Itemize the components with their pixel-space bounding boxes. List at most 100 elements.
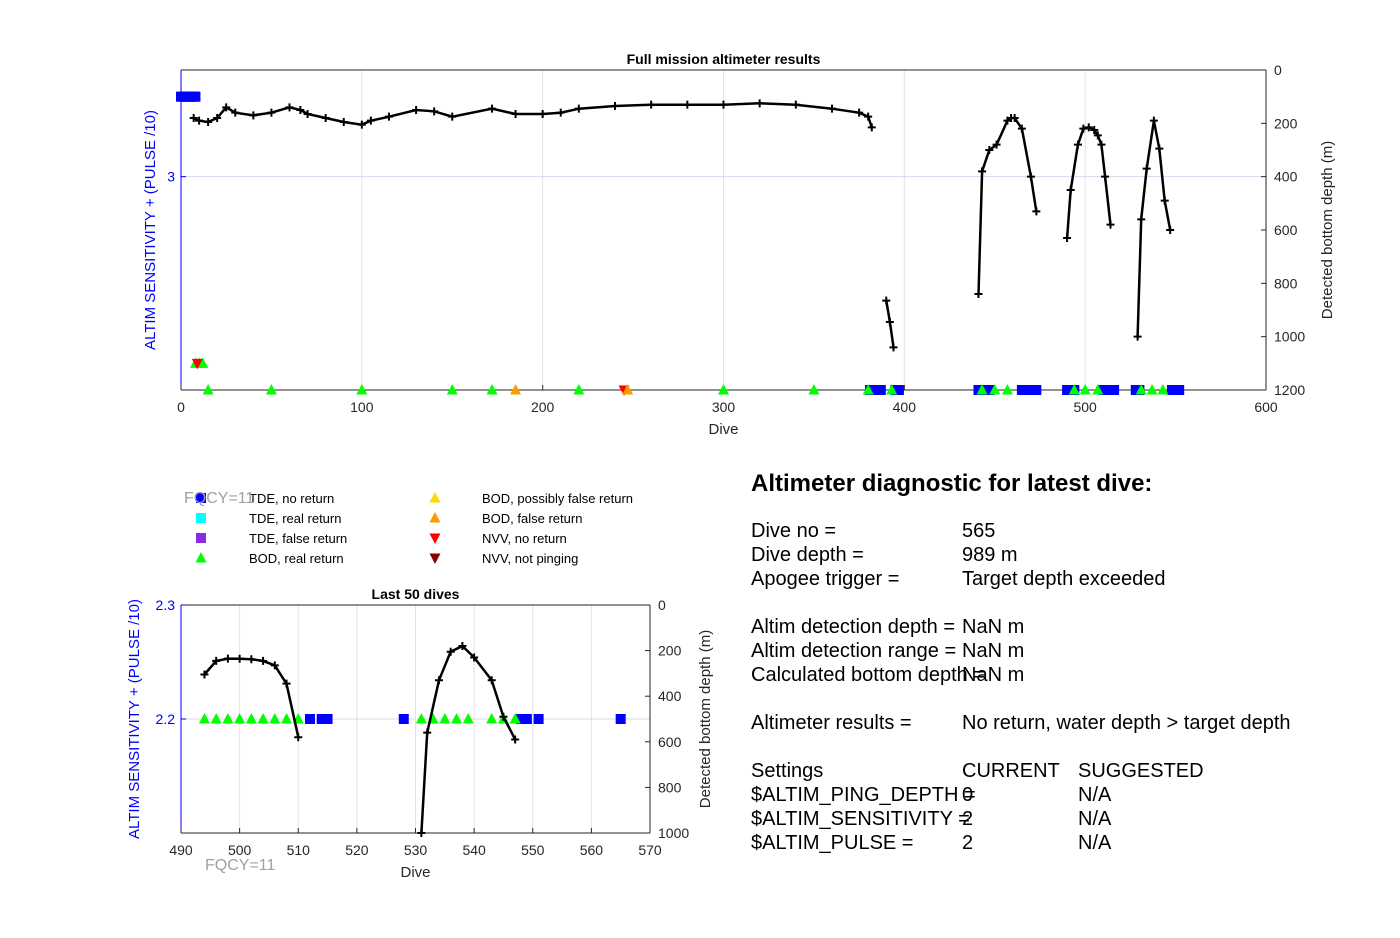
depth-line — [420, 644, 517, 834]
marker-tde-no-return — [322, 714, 333, 724]
depth-marker — [303, 110, 312, 118]
depth-marker — [683, 100, 692, 109]
marker-bod-real-return — [1079, 384, 1091, 395]
depth-marker — [719, 100, 728, 109]
depth-marker — [339, 118, 348, 126]
depth-marker — [882, 296, 891, 305]
depth-marker — [889, 343, 898, 352]
x-tick-label: 500 — [1073, 399, 1097, 415]
fqcy-label-bottom: FQCY=11 — [205, 857, 276, 874]
marker-tde-no-return — [190, 91, 201, 102]
y-right-tick-label: 400 — [658, 688, 682, 704]
depth-marker — [1079, 124, 1088, 133]
depth-marker — [247, 655, 256, 664]
marker-tde-no-return — [615, 714, 626, 724]
marker-bod-real-return — [198, 713, 210, 724]
depth-marker — [223, 654, 232, 663]
legend-marker-tde-real-return — [196, 513, 206, 523]
depth-marker — [611, 102, 619, 110]
marker-tde-no-return — [521, 714, 532, 724]
legend-label-tde-real-return: TDE, real return — [249, 511, 341, 526]
marker-bod-real-return — [509, 713, 521, 724]
marker-bod-real-return — [1092, 384, 1104, 395]
depth-marker — [556, 108, 565, 117]
marker-bod-real-return — [573, 384, 585, 395]
depth-marker — [458, 642, 467, 651]
depth-marker — [296, 106, 305, 114]
depth-marker — [978, 167, 987, 176]
depth-marker — [282, 679, 291, 688]
marker-bod-real-return — [257, 713, 269, 724]
marker-bod-real-return — [269, 713, 281, 724]
legend-label-nvv-no-return: NVV, no return — [482, 531, 567, 546]
marker-bod-real-return — [1146, 384, 1158, 395]
last-50-dives-plot: 490 500 510 520 530 540 550 560 570 2.3 2.2 0 200 400… — [126, 586, 714, 881]
y-right-tick-label: 200 — [658, 643, 682, 659]
y-right-tick-label: 200 — [1274, 115, 1298, 131]
marker-bod-real-return — [222, 713, 234, 724]
depth-marker — [448, 112, 457, 121]
depth-marker — [755, 99, 764, 108]
depth-marker — [1166, 226, 1175, 234]
depth-marker — [867, 123, 876, 132]
depth-marker — [212, 656, 221, 665]
depth-marker — [204, 118, 213, 126]
y-right-tick-label: 800 — [658, 779, 682, 795]
depth-marker — [200, 670, 209, 679]
marker-tde-no-return — [516, 714, 527, 724]
marker-bod-real-return — [1135, 384, 1147, 395]
legend-marker-bod-real-return — [195, 552, 207, 563]
legend-marker-tde-no-return — [196, 493, 206, 503]
depth-marker — [1010, 114, 1019, 122]
legend-marker-bod-false-return — [429, 512, 441, 523]
depth-marker — [1032, 207, 1041, 216]
legend-marker-bod-possibly-false-return — [429, 492, 441, 503]
marker-bod-real-return — [202, 384, 214, 395]
depth-marker — [249, 111, 258, 120]
marker-bod-real-return — [245, 713, 257, 724]
depth-marker — [1084, 123, 1093, 132]
depth-marker — [357, 120, 366, 129]
legend-label-bod-real-return: BOD, real return — [249, 551, 344, 566]
full-mission-plot: 0 100 200 300 400 500 600 3 0 200 400 600 800 1000 120… — [142, 51, 1336, 438]
depth-marker — [855, 108, 864, 117]
y-left-tick-label: 2.3 — [156, 597, 176, 613]
depth-marker — [267, 108, 276, 117]
depth-marker — [1155, 144, 1164, 153]
legend-label-tde-false-return: TDE, false return — [249, 531, 347, 546]
marker-bod-real-return — [1068, 384, 1080, 395]
depth-marker — [222, 103, 231, 112]
y-right-tick-label: 0 — [658, 597, 666, 613]
marker-bod-real-return — [486, 384, 498, 395]
depth-marker — [511, 735, 520, 744]
marker-tde-no-return — [398, 714, 409, 724]
x-axis-label: Dive — [708, 421, 738, 438]
marker-tde-no-return — [316, 714, 327, 724]
marker-bod-false-return — [510, 384, 522, 395]
depth-marker — [538, 110, 547, 118]
depth-marker — [423, 728, 432, 737]
x-tick-label: 510 — [287, 842, 311, 858]
y-right-tick-label: 0 — [1274, 62, 1282, 78]
depth-marker — [1097, 140, 1106, 149]
marker-bod-real-return — [976, 384, 988, 395]
depth-marker — [647, 100, 656, 109]
depth-marker — [1142, 164, 1151, 173]
depth-marker — [885, 318, 894, 326]
marker-bod-real-return — [862, 384, 874, 395]
x-tick-label: 560 — [580, 842, 604, 858]
depth-marker — [974, 290, 983, 298]
marker-tde-no-return — [533, 714, 544, 724]
x-tick-label: 200 — [531, 399, 555, 415]
marker-bod-real-return — [439, 713, 451, 724]
y-left-tick-label: 2.2 — [156, 711, 176, 727]
marker-tde-no-return — [875, 385, 886, 395]
depth-marker — [1093, 131, 1102, 140]
marker-bod-real-return — [415, 713, 427, 724]
depth-marker — [1149, 116, 1158, 125]
y-left-axis-label: ALTIM SENSITIVITY + (PULSE /10) — [142, 110, 159, 350]
marker-tde-no-return — [1109, 385, 1120, 395]
legend-label-bod-false-return: BOD, false return — [482, 511, 582, 526]
y-left-tick-label: 3 — [167, 169, 175, 185]
depth-marker — [499, 712, 508, 721]
